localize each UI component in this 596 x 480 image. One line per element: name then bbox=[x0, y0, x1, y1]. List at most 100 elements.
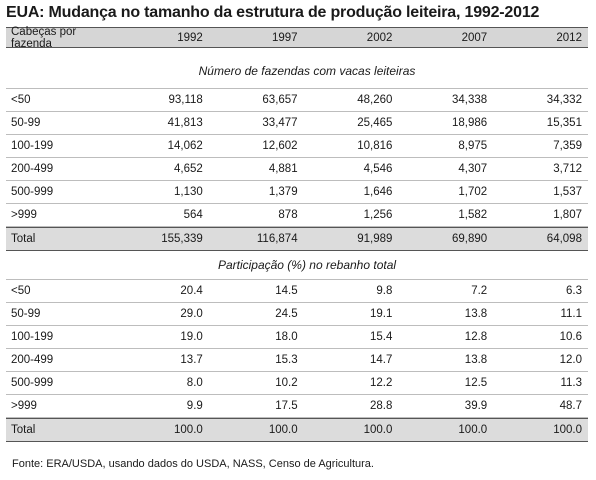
cell-value: 4,546 bbox=[363, 163, 393, 175]
cell-value: 13.8 bbox=[464, 354, 488, 366]
row-label: 500-999 bbox=[11, 186, 54, 198]
cell-value: 7,359 bbox=[553, 140, 582, 152]
cell-value: 17.5 bbox=[275, 400, 298, 412]
cell-value: 15,351 bbox=[546, 117, 582, 129]
cell-value: 64,098 bbox=[546, 233, 582, 245]
cell-value: 10.2 bbox=[275, 377, 298, 389]
cell-value: 39.9 bbox=[464, 400, 488, 412]
cell-value: 24.5 bbox=[275, 308, 298, 320]
table-total-row: Total 100.0 100.0 100.0 100.0 100.0 bbox=[6, 418, 588, 442]
cell-value: 7.2 bbox=[471, 285, 488, 297]
table-row: 50-99 29.0 24.5 19.1 13.8 11.1 bbox=[6, 303, 588, 326]
cell-value: 9.8 bbox=[376, 285, 393, 297]
row-label: >999 bbox=[11, 400, 37, 412]
cell-value: 48,260 bbox=[357, 94, 393, 106]
cell-value: 8.0 bbox=[186, 377, 203, 389]
row-label: 100-199 bbox=[11, 331, 54, 343]
cell-value: 14,062 bbox=[167, 140, 203, 152]
cell-value: 1,256 bbox=[363, 209, 393, 221]
row-label: Total bbox=[11, 424, 36, 436]
table-header-row: Cabeças por fazenda 1992 1997 2002 2007 … bbox=[6, 25, 588, 50]
cell-value: 100.0 bbox=[458, 424, 488, 436]
row-label: <50 bbox=[11, 285, 31, 297]
cell-value: 100.0 bbox=[268, 424, 298, 436]
cell-value: 11.1 bbox=[560, 308, 582, 320]
cell-value: 28.8 bbox=[370, 400, 393, 412]
cell-value: 100.0 bbox=[553, 424, 582, 436]
cell-value: 4,881 bbox=[268, 163, 298, 175]
cell-value: 12.5 bbox=[464, 377, 488, 389]
row-label: 200-499 bbox=[11, 354, 54, 366]
cell-value: 15.4 bbox=[370, 331, 393, 343]
cell-value: 14.5 bbox=[275, 285, 298, 297]
cell-value: 11.3 bbox=[560, 377, 582, 389]
cell-value: 10.6 bbox=[559, 331, 582, 343]
section1-rows: <50 93,118 63,657 48,260 34,338 34,332 50-99 41… bbox=[6, 88, 588, 227]
section2-rows: <50 20.4 14.5 9.8 7.2 6.3 50-99 29.0 24.5 19.1 13.… bbox=[6, 279, 588, 418]
cell-value: 48.7 bbox=[559, 400, 582, 412]
cell-value: 4,307 bbox=[458, 163, 488, 175]
cell-value: 93,118 bbox=[168, 94, 203, 106]
section-subtitle: Número de fazendas com vacas leiteiras bbox=[198, 64, 416, 78]
row-label: >999 bbox=[11, 209, 37, 221]
cell-value: 9.9 bbox=[186, 400, 203, 412]
cell-value: 1,379 bbox=[268, 186, 298, 198]
cell-value: 34,332 bbox=[546, 94, 582, 106]
header-year: 1992 bbox=[177, 31, 203, 44]
header-label: Cabeças por fazenda bbox=[11, 25, 77, 50]
table-row: <50 93,118 63,657 48,260 34,338 34,332 bbox=[6, 88, 588, 112]
table-row: 100-199 19.0 18.0 15.4 12.8 10.6 bbox=[6, 326, 588, 349]
cell-value: 19.0 bbox=[180, 331, 203, 343]
cell-value: 34,338 bbox=[452, 94, 488, 106]
table-row: <50 20.4 14.5 9.8 7.2 6.3 bbox=[6, 279, 588, 303]
cell-value: 33,477 bbox=[262, 117, 298, 129]
cell-value: 15.3 bbox=[275, 354, 298, 366]
source-note: Fonte: ERA/USDA, usando dados do USDA, N… bbox=[12, 458, 374, 470]
cell-value: 25,465 bbox=[357, 117, 393, 129]
cell-value: 12,602 bbox=[262, 140, 298, 152]
table-row: 500-999 1,130 1,379 1,646 1,702 1,537 bbox=[6, 181, 588, 204]
cell-value: 6.3 bbox=[565, 285, 582, 297]
row-label: 500-999 bbox=[11, 377, 54, 389]
cell-value: 1,537 bbox=[553, 186, 582, 198]
cell-value: 29.0 bbox=[180, 308, 203, 320]
table-row: 100-199 14,062 12,602 10,816 8,975 7,359 bbox=[6, 135, 588, 158]
cell-value: 1,807 bbox=[553, 209, 582, 221]
table-row: 500-999 8.0 10.2 12.2 12.5 11.3 bbox=[6, 372, 588, 395]
table-row: >999 9.9 17.5 28.8 39.9 48.7 bbox=[6, 395, 588, 418]
page-title: EUA: Mudança no tamanho da estrutura de … bbox=[6, 4, 540, 21]
cell-value: 12.0 bbox=[559, 354, 582, 366]
row-label: 100-199 bbox=[11, 140, 54, 152]
row-label: <50 bbox=[11, 94, 31, 106]
cell-value: 4,652 bbox=[174, 163, 203, 175]
cell-value: 13.7 bbox=[180, 354, 203, 366]
cell-value: 20.4 bbox=[180, 285, 203, 297]
cell-value: 1,646 bbox=[363, 186, 393, 198]
cell-value: 564 bbox=[183, 209, 203, 221]
table-total-row: Total 155,339 116,874 91,989 69,890 64,0… bbox=[6, 227, 588, 251]
cell-value: 19.1 bbox=[370, 308, 393, 320]
header-year: 2007 bbox=[461, 31, 488, 44]
table-row: 200-499 4,652 4,881 4,546 4,307 3,712 bbox=[6, 158, 588, 181]
cell-value: 12.8 bbox=[464, 331, 488, 343]
row-label: 50-99 bbox=[11, 308, 41, 320]
table-row: >999 564 878 1,256 1,582 1,807 bbox=[6, 204, 588, 227]
cell-value: 10,816 bbox=[357, 140, 393, 152]
header-year: 2012 bbox=[556, 31, 582, 44]
cell-value: 12.2 bbox=[370, 377, 393, 389]
cell-value: 18.0 bbox=[275, 331, 298, 343]
row-label: Total bbox=[11, 233, 36, 245]
table-row: 200-499 13.7 15.3 14.7 13.8 12.0 bbox=[6, 349, 588, 372]
header-year: 2002 bbox=[366, 31, 393, 44]
cell-value: 69,890 bbox=[452, 233, 488, 245]
cell-value: 8,975 bbox=[458, 140, 488, 152]
cell-value: 13.8 bbox=[464, 308, 488, 320]
row-label: 50-99 bbox=[11, 117, 41, 129]
cell-value: 3,712 bbox=[553, 163, 582, 175]
header-year: 1997 bbox=[272, 31, 298, 44]
cell-value: 878 bbox=[278, 209, 298, 221]
cell-value: 18,986 bbox=[452, 117, 488, 129]
cell-value: 155,339 bbox=[161, 233, 203, 245]
cell-value: 14.7 bbox=[370, 354, 393, 366]
cell-value: 116,874 bbox=[256, 233, 298, 245]
